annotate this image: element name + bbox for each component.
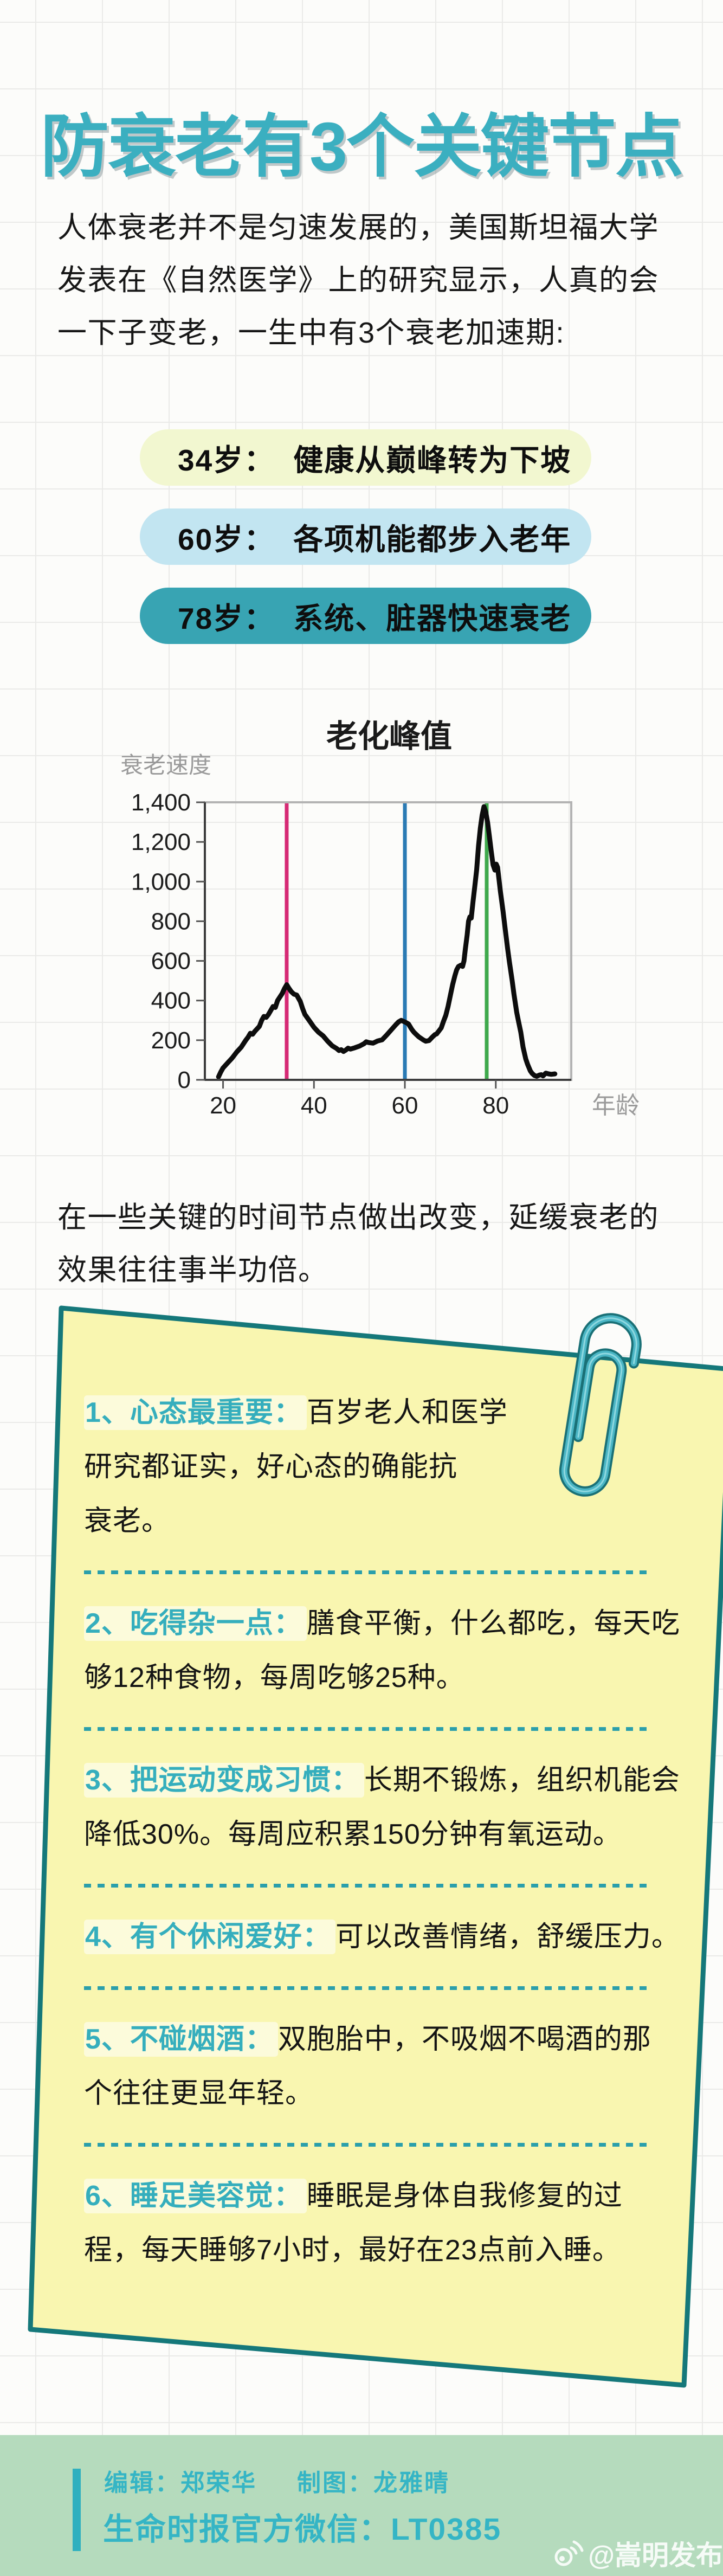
tip-lead-label: 1、心态最重要： [84,1395,307,1430]
tip-line: 4、有个休闲爱好： 可以改善情绪，舒缓压力。 [84,1910,680,1964]
editor-credit: 编辑：郑荣华 [104,2470,257,2496]
intro-line: 一下子变老，一生中有3个衰老加速期: [57,317,565,349]
intro-paragraph: 人体衰老并不是匀速发展的，美国斯坦福大学 发表在《自然医学》上的研究显示，人真的会… [57,202,697,359]
tip-item: 2、吃得杂一点： 膳食平衡，什么都吃，每天吃够12种食物，每周吃够25种。 [84,1596,680,1705]
milestone-pill-78: 78岁： 系统、脏器快速衰老 [140,588,591,644]
dashed-separator [84,1570,648,1574]
tip-item: 4、有个休闲爱好： 可以改善情绪，舒缓压力。 [84,1910,680,1964]
tip-text: 睡眠是身体自我修复的过 [306,2180,623,2212]
y-tick-label: 1,000 [131,868,191,895]
x-tick-label: 60 [392,1092,418,1119]
tip-line: 6、睡足美容觉： 睡眠是身体自我修复的过 [84,2169,672,2223]
milestone-pill-34: 34岁： 健康从巅峰转为下坡 [140,429,591,486]
milestone-age: 34岁： [178,443,275,477]
footer-credits: 编辑：郑荣华 制图：龙雅晴 [104,2463,450,2498]
designer-credit: 制图：龙雅晴 [297,2470,450,2496]
page-title: 防衰老有3个关键节点 [40,108,683,185]
tip-line: 1、心态最重要： 百岁老人和医学 [84,1386,672,1440]
milestone-desc: 健康从巅峰转为下坡 [293,443,572,477]
footer-accent-bar [73,2469,81,2551]
intro-line: 发表在《自然医学》上的研究显示，人真的会 [57,264,659,297]
milestone-pill-60: 60岁： 各项机能都步入老年 [140,508,591,565]
note-card-shape [28,1305,723,2388]
dashed-separator [84,1986,648,1990]
tip-text: 双胞胎中，不吸烟不喝酒的那 [277,2024,651,2055]
tips-note-card [0,1298,723,2420]
y-tick-label: 800 [151,908,191,935]
tip-item: 6、睡足美容觉： 睡眠是身体自我修复的过程，每天睡够7小时，最好在23点前入睡。 [84,2169,672,2277]
dashed-separator [84,1727,648,1731]
tip-line: 够12种食物，每周吃够25种。 [84,1662,465,1693]
intro-line: 人体衰老并不是匀速发展的，美国斯坦福大学 [57,211,659,244]
milestone-desc: 各项机能都步入老年 [293,523,572,556]
tips-list: 1、心态最重要： 百岁老人和医学研究都证实，好心态的确能抗 衰老。 2、吃得杂一点：膳… [84,1386,680,2277]
tip-lead-label: 5、不碰烟酒： [84,2022,278,2057]
x-tick-label: 80 [482,1092,509,1119]
y-tick-label: 0 [178,1067,191,1093]
tip-text: 可以改善情绪，舒缓压力。 [335,1921,680,1953]
tip-line: 衰老。 [84,1505,171,1537]
wechat-id: 生命时报官方微信：LT0385 [103,2512,502,2547]
dashed-separator [84,2143,648,2147]
tip-text: 长期不锻炼，组织机能会 [364,1764,680,1796]
after-chart-line: 效果往往事半功倍。 [57,1254,328,1286]
y-tick-label: 400 [151,988,191,1014]
tip-line: 研究都证实，好心态的确能抗 [84,1451,458,1483]
milestone-age: 78岁： [178,602,275,635]
y-tick-label: 200 [151,1027,191,1054]
after-chart-paragraph: 在一些关键的时间节点做出改变，延缓衰老的 效果往往事半功倍。 [57,1192,697,1297]
milestone-age: 60岁： [178,523,275,556]
tip-line: 5、不碰烟酒： 双胞胎中，不吸烟不喝酒的那 [84,2012,672,2066]
tip-item: 1、心态最重要： 百岁老人和医学研究都证实，好心态的确能抗 衰老。 [84,1386,672,1548]
aging-speed-curve [216,804,558,1079]
tip-text: 膳食平衡，什么都吃，每天吃 [306,1608,680,1639]
weibo-icon [554,2540,584,2566]
aging-peak-chart: 0 200 400 600 800 1,000 1,200 1,400 20 40 60 80 老化峰值… [0,703,723,1180]
footer-band: 编辑：郑荣华 制图：龙雅晴 生命时报官方微信：LT0385 @嵩明发布 [0,2435,723,2576]
tip-line: 个往往更显年轻。 [84,2078,314,2109]
tip-lead-label: 2、吃得杂一点： [84,1606,307,1641]
chart-xlabel: 年龄 [592,1092,640,1119]
dashed-separator [84,1884,648,1888]
chart-title: 老化峰值 [326,719,452,754]
tip-line: 2、吃得杂一点： 膳食平衡，什么都吃，每天吃 [84,1596,680,1651]
paperclip-icon [552,1299,682,1532]
y-tick-label: 1,400 [131,789,191,816]
tip-lead-label: 6、睡足美容觉： [84,2179,307,2213]
line-chart: 0 200 400 600 800 1,000 1,200 1,400 20 40 60 80 老化峰值… [120,719,640,1119]
y-tick-label: 1,200 [131,829,191,855]
tip-text: 百岁老人和医学 [306,1397,508,1428]
tip-lead-label: 3、把运动变成习惯： [84,1763,364,1798]
tip-line: 程，每天睡够7小时，最好在23点前入睡。 [84,2234,621,2266]
plot-border [204,801,572,1081]
tip-item: 5、不碰烟酒： 双胞胎中，不吸烟不喝酒的那个往往更显年轻。 [84,2012,672,2121]
y-tick-label: 600 [151,948,191,975]
watermark-text: @嵩明发布 [588,2540,723,2571]
weibo-watermark: @嵩明发布 [553,2534,723,2573]
tip-item: 3、把运动变成习惯： 长期不锻炼，组织机能会降低30%。每周应积累150分钟有氧运… [84,1753,680,1862]
after-chart-line: 在一些关键的时间节点做出改变，延缓衰老的 [57,1201,659,1234]
tip-line: 3、把运动变成习惯： 长期不锻炼，组织机能会 [84,1753,680,1807]
milestone-desc: 系统、脏器快速衰老 [293,602,572,635]
chart-ylabel: 衰老速度 [120,752,211,778]
x-tick-label: 40 [301,1092,327,1119]
x-tick-label: 20 [210,1092,236,1119]
tip-lead-label: 4、有个休闲爱好： [84,1920,335,1954]
tip-line: 降低30%。每周应积累150分钟有氧运动。 [84,1819,622,1850]
